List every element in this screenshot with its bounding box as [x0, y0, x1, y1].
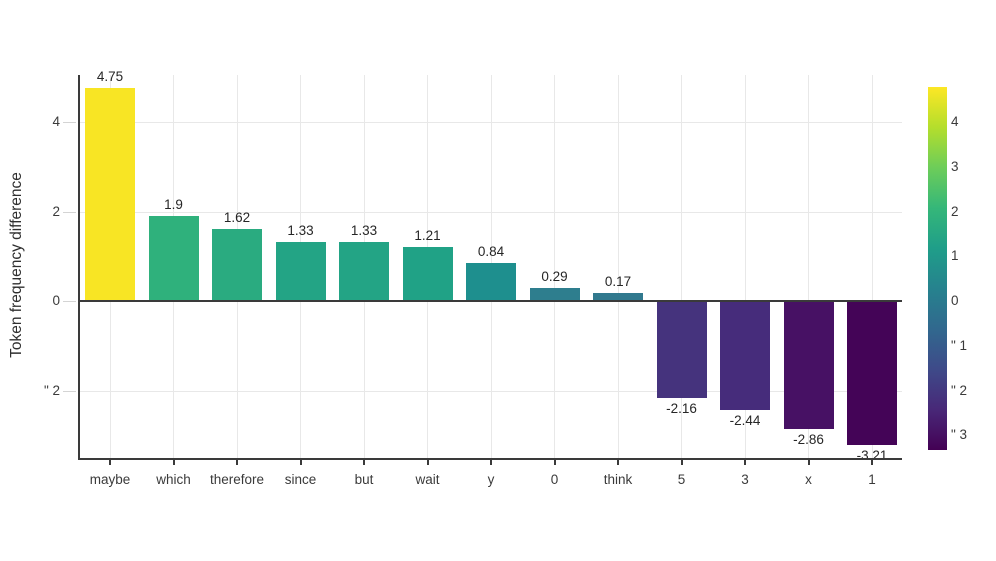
x-axis-tick: [490, 460, 492, 465]
plot-area: 4.75 1.9 1.62 1.33 1.33 1.21 0.84 0.29 0.17 -2.16…: [44, 69, 902, 487]
bar-wait: [402, 246, 453, 302]
colorbar-tick-label: " 2: [951, 382, 968, 398]
x-axis-tick: [236, 460, 238, 465]
bar-value-label: 1.33: [287, 222, 314, 238]
bar-x: [783, 301, 834, 430]
bar-value-label: 0.17: [604, 274, 632, 290]
y-axis-tick: [63, 390, 76, 392]
bar-value-label: -2.44: [729, 413, 761, 429]
bar-since: [275, 241, 326, 302]
colorbar-tick-label: 0: [951, 293, 959, 309]
colorbar-tick-label: 1: [951, 248, 959, 264]
vertical-gridline: [871, 75, 873, 460]
bar-therefore: [212, 228, 262, 302]
x-axis-tick: [680, 460, 683, 465]
x-tick-label-1: 1: [868, 472, 876, 487]
horizontal-gridline: [78, 390, 902, 392]
vertical-gridline: [681, 75, 682, 460]
x-tick-label-y: y: [487, 472, 495, 487]
bar-maybe: [85, 88, 135, 302]
bar-value-label: 1.62: [223, 209, 251, 225]
bar-value-label: 0.29: [541, 269, 568, 285]
y-tick-label: 2: [52, 203, 60, 219]
vertical-gridline: [617, 75, 619, 460]
bar-value-label: 1.9: [164, 197, 183, 213]
x-axis-tick: [617, 460, 619, 465]
colorbar-tick-label: 2: [951, 203, 959, 219]
x-axis-tick: [807, 460, 810, 465]
colorbar-tick-label: " 1: [951, 337, 968, 353]
bar-but: [339, 241, 389, 302]
bar-value-label: 1.21: [414, 227, 441, 243]
x-tick-label-wait: wait: [415, 472, 440, 487]
y-tick-label: 4: [52, 114, 60, 129]
bar-0: [529, 288, 580, 302]
x-axis-tick: [871, 460, 873, 465]
y-axis-title: Token frequency difference: [8, 172, 25, 358]
vertical-gridline: [554, 75, 555, 460]
vertical-gridline: [744, 75, 746, 460]
bar-value-label: 1.33: [350, 222, 378, 238]
bar-value-label: -2.16: [666, 400, 697, 416]
x-axis-tick: [426, 460, 429, 465]
x-axis-tick: [744, 460, 746, 465]
x-tick-label-x: x: [805, 472, 812, 487]
bar-5: [656, 301, 707, 398]
colorbar-tick-label: 4: [951, 114, 959, 129]
y-tick-label: " 2: [43, 382, 60, 398]
x-axis-tick: [172, 460, 175, 465]
x-axis-line: [78, 458, 902, 460]
x-tick-label-therefore: therefore: [209, 472, 265, 487]
x-tick-label-5: 5: [677, 472, 686, 487]
x-tick-label-3: 3: [741, 472, 749, 487]
x-axis-tick: [109, 460, 111, 465]
y-axis-spine: [78, 75, 80, 460]
bar-value-label: 4.75: [96, 69, 124, 85]
x-axis-tick: [363, 460, 365, 465]
y-tick-label: 0: [52, 293, 60, 309]
x-tick-label-think: think: [603, 472, 633, 487]
y-axis-tick: [63, 122, 76, 123]
bar-value-label: 0.84: [477, 244, 505, 260]
horizontal-gridline: [78, 122, 902, 123]
bar-1: [847, 301, 897, 445]
x-tick-label-maybe: maybe: [89, 472, 131, 487]
colorbar-tick-label: " 3: [951, 427, 968, 443]
x-axis-tick: [553, 460, 556, 465]
bar-y: [466, 263, 516, 302]
x-tick-label-which: which: [156, 472, 191, 487]
y-axis-tick: [63, 211, 76, 213]
x-tick-label-but: but: [354, 472, 374, 487]
bar-3: [720, 301, 770, 411]
x-tick-label-0: 0: [550, 472, 559, 487]
y-axis-tick: [63, 301, 76, 303]
colorbar-tick-label: 3: [951, 158, 959, 174]
bar-which: [148, 216, 199, 302]
zero-axis-line: [78, 300, 902, 303]
bar-think: [593, 293, 643, 302]
x-tick-label-since: since: [284, 472, 317, 487]
horizontal-gridline: [78, 211, 902, 213]
x-axis-tick: [299, 460, 302, 465]
bar-value-label: -2.86: [793, 432, 824, 448]
vertical-gridline: [808, 75, 809, 460]
colorbar-gradient: [928, 87, 947, 451]
